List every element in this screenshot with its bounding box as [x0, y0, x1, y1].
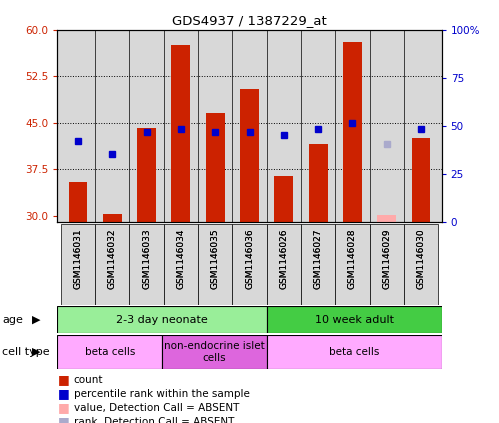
Bar: [137, 128, 156, 222]
Bar: [57, 306, 267, 333]
Text: value, Detection Call = ABSENT: value, Detection Call = ABSENT: [74, 403, 239, 413]
Bar: [377, 214, 396, 222]
Text: GSM1146028: GSM1146028: [348, 228, 357, 289]
Bar: [274, 176, 293, 222]
Text: ▶: ▶: [31, 347, 40, 357]
Text: GSM1146036: GSM1146036: [245, 228, 254, 289]
Bar: [343, 42, 362, 222]
Text: GSM1146031: GSM1146031: [73, 228, 82, 289]
Text: beta cells: beta cells: [85, 347, 135, 357]
Text: age: age: [2, 315, 23, 325]
Text: ▶: ▶: [31, 315, 40, 325]
Text: cell type: cell type: [2, 347, 50, 357]
Text: 10 week adult: 10 week adult: [315, 315, 394, 324]
Text: GSM1146035: GSM1146035: [211, 228, 220, 289]
FancyBboxPatch shape: [404, 224, 438, 305]
Text: GSM1146029: GSM1146029: [382, 228, 391, 289]
FancyBboxPatch shape: [233, 224, 266, 305]
Text: 2-3 day neonate: 2-3 day neonate: [116, 315, 208, 324]
Text: ■: ■: [57, 415, 69, 423]
Bar: [412, 138, 431, 222]
Text: ■: ■: [57, 374, 69, 386]
Bar: [68, 182, 87, 222]
FancyBboxPatch shape: [95, 224, 129, 305]
Text: ■: ■: [57, 387, 69, 400]
Text: GSM1146034: GSM1146034: [176, 228, 186, 289]
Text: ■: ■: [57, 401, 69, 414]
Text: percentile rank within the sample: percentile rank within the sample: [74, 389, 250, 399]
FancyBboxPatch shape: [61, 224, 95, 305]
Text: non-endocrine islet
cells: non-endocrine islet cells: [164, 341, 265, 363]
Title: GDS4937 / 1387229_at: GDS4937 / 1387229_at: [172, 14, 327, 27]
Text: GSM1146026: GSM1146026: [279, 228, 288, 289]
Text: beta cells: beta cells: [329, 347, 379, 357]
Text: GSM1146036: GSM1146036: [245, 228, 254, 289]
Text: GSM1146031: GSM1146031: [73, 228, 82, 289]
Text: GSM1146034: GSM1146034: [176, 228, 186, 289]
Text: GSM1146027: GSM1146027: [313, 228, 323, 289]
Bar: [267, 335, 442, 369]
Bar: [267, 306, 442, 333]
FancyBboxPatch shape: [266, 224, 301, 305]
FancyBboxPatch shape: [301, 224, 335, 305]
Bar: [240, 88, 259, 222]
FancyBboxPatch shape: [198, 224, 233, 305]
Text: GSM1146033: GSM1146033: [142, 228, 151, 289]
Text: GSM1146032: GSM1146032: [108, 228, 117, 289]
Bar: [206, 113, 225, 222]
Text: GSM1146032: GSM1146032: [108, 228, 117, 289]
Text: GSM1146033: GSM1146033: [142, 228, 151, 289]
Text: GSM1146028: GSM1146028: [348, 228, 357, 289]
Text: GSM1146035: GSM1146035: [211, 228, 220, 289]
FancyBboxPatch shape: [164, 224, 198, 305]
Bar: [162, 335, 267, 369]
Text: GSM1146026: GSM1146026: [279, 228, 288, 289]
FancyBboxPatch shape: [370, 224, 404, 305]
FancyBboxPatch shape: [335, 224, 370, 305]
Text: GSM1146030: GSM1146030: [417, 228, 426, 289]
Bar: [172, 45, 190, 222]
Bar: [57, 335, 162, 369]
Text: GSM1146030: GSM1146030: [417, 228, 426, 289]
Text: GSM1146027: GSM1146027: [313, 228, 323, 289]
Text: GSM1146029: GSM1146029: [382, 228, 391, 289]
Bar: [103, 214, 122, 222]
Text: count: count: [74, 375, 103, 385]
Bar: [309, 145, 327, 222]
Text: rank, Detection Call = ABSENT: rank, Detection Call = ABSENT: [74, 417, 234, 423]
FancyBboxPatch shape: [129, 224, 164, 305]
